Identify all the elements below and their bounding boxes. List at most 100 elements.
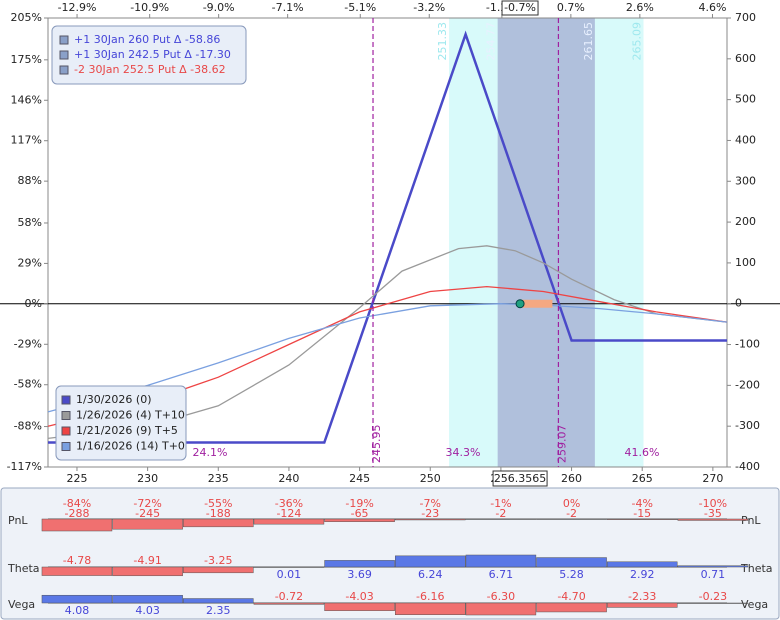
y-tick-label: 58%	[18, 216, 42, 229]
row-label: PnL	[8, 514, 28, 527]
value-label: -15	[633, 507, 651, 520]
greek-bar	[183, 566, 254, 574]
greek-bar	[253, 518, 325, 525]
greek-bar	[112, 518, 183, 530]
greek-bar	[112, 566, 183, 577]
value-label: -65	[351, 507, 369, 520]
row-label: Theta	[7, 562, 40, 575]
pnl-percent-label: -4%	[632, 497, 653, 510]
pnl-percent-label: 0%	[563, 497, 580, 510]
value-label: -6.16	[416, 590, 444, 603]
value-label: -2	[566, 507, 577, 520]
legend-swatch	[61, 395, 71, 405]
pnl-percent-label: -36%	[275, 497, 303, 510]
x-tick-label: 270	[702, 472, 723, 485]
x2-tick-label: -7.1%	[272, 1, 304, 14]
value-label: -4.78	[63, 554, 91, 567]
x2-tick-label: -3.2%	[413, 1, 445, 14]
range-label: 254.77	[485, 22, 498, 61]
greek-bar	[465, 518, 537, 520]
greek-bar	[677, 602, 749, 604]
value-label: 4.03	[135, 604, 160, 617]
range-label: 251.33	[436, 22, 449, 61]
y2-tick-label: 0	[735, 297, 742, 310]
value-label: -2	[495, 507, 506, 520]
x2-tick-label: -5.1%	[344, 1, 376, 14]
legend-swatch	[59, 50, 69, 60]
position-label: +1 30Jan 242.5 Put Δ -17.30	[74, 48, 231, 61]
value-label: 0.01	[277, 568, 302, 581]
y-tick-label: -29%	[14, 337, 42, 350]
y-tick-label: 117%	[11, 134, 42, 147]
value-label: -2.33	[628, 590, 656, 603]
legend-swatch	[61, 411, 71, 420]
pnl-percent-label: -55%	[204, 497, 232, 510]
position-label: -2 30Jan 252.5 Put Δ -38.62	[74, 63, 226, 76]
inner-range	[497, 18, 595, 467]
greek-bar	[41, 518, 113, 532]
value-label: -6.30	[487, 590, 515, 603]
pnl-line	[48, 30, 727, 444]
legend-label: 1/16/2026 (14) T+0	[76, 440, 185, 453]
x-tick-label: 260	[561, 472, 582, 485]
greek-bar	[677, 518, 749, 521]
greek-bar	[677, 565, 749, 568]
value-label: -245	[135, 507, 160, 520]
price-range	[520, 299, 553, 308]
position-label: +1 30Jan 260 Put Δ -58.86	[74, 33, 220, 46]
value-label: -23	[421, 507, 439, 520]
greek-bar	[324, 602, 395, 611]
pnl-percent-label: -19%	[345, 497, 373, 510]
legend-label: 1/21/2026 (9) T+5	[76, 424, 178, 437]
x-tick-label: 240	[278, 472, 299, 485]
y-tick-label: 175%	[11, 53, 42, 66]
series-legend	[55, 385, 187, 461]
legend-swatch	[61, 426, 71, 436]
positions-legend	[51, 25, 247, 85]
y2-tick-label: -300	[735, 419, 760, 432]
greek-bar	[606, 518, 678, 520]
x-tick-label: 265	[632, 472, 653, 485]
value-label: 5.28	[559, 568, 584, 581]
legend-label: 1/30/2026 (0)	[76, 393, 151, 406]
greek-bar	[536, 557, 607, 568]
value-label: 4.08	[65, 604, 90, 617]
greek-bar	[394, 602, 466, 615]
greek-bar	[324, 560, 395, 568]
y-tick-label: -58%	[14, 378, 42, 391]
greek-bar	[394, 518, 466, 521]
value-label: 6.71	[489, 568, 514, 581]
current-price-label: 256.3565	[494, 472, 547, 485]
pnl-percent-label: -1%	[490, 497, 511, 510]
greek-bar	[536, 518, 607, 520]
y2-tick-label: 400	[735, 133, 756, 146]
y-tick-label: 146%	[11, 93, 42, 106]
value-label: -0.23	[699, 590, 727, 603]
greek-bar	[606, 602, 678, 608]
greek-bar	[536, 602, 607, 613]
value-label: -35	[704, 507, 722, 520]
x2-tick-label: 4.6%	[698, 1, 726, 14]
row-label: Vega	[8, 598, 35, 611]
y-tick-label: 88%	[18, 174, 42, 187]
y2-tick-label: -100	[735, 338, 760, 351]
value-label: -3.25	[204, 554, 232, 567]
pnl-percent-label: -7%	[420, 497, 441, 510]
value-label: -0.72	[275, 590, 303, 603]
range-label: 261.65	[582, 22, 595, 61]
x2-tick-label: -10.9%	[130, 1, 169, 14]
value-label: 2.92	[630, 568, 655, 581]
greek-bar	[41, 594, 113, 604]
value-label: 0.71	[701, 568, 726, 581]
breakeven-label: 245.95	[370, 425, 383, 464]
x-tick-label: 245	[349, 472, 370, 485]
y2-tick-label: 300	[735, 174, 756, 187]
current-pct-label: -0.7%	[504, 1, 536, 14]
x2-tick-label: 2.6%	[626, 1, 654, 14]
value-label: -4.70	[557, 590, 585, 603]
greek-bar	[112, 595, 183, 604]
value-label: -124	[276, 507, 301, 520]
row-label: Theta	[740, 562, 773, 575]
current-price-marker	[515, 299, 525, 309]
